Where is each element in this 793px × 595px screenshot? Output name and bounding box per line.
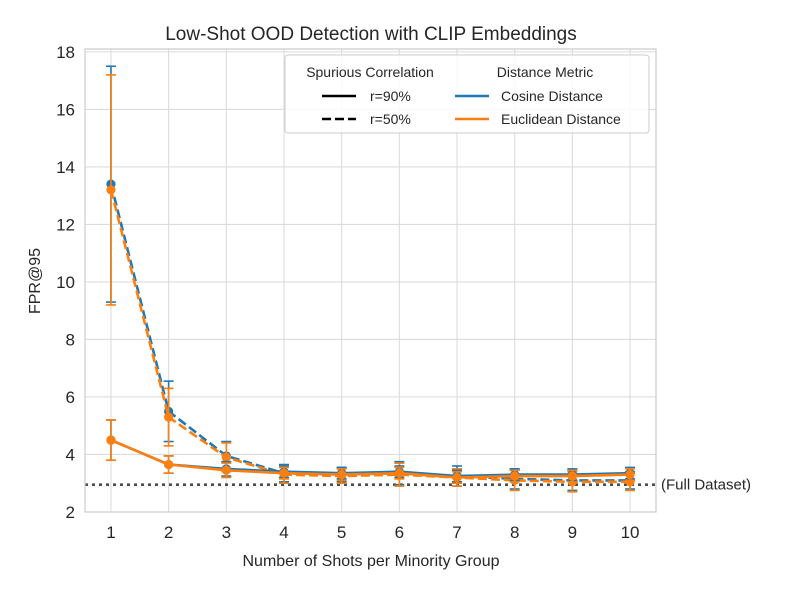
data-point <box>164 459 174 470</box>
y-tick-label: 8 <box>66 330 75 349</box>
y-tick-label: 18 <box>56 43 75 62</box>
x-tick-label: 10 <box>621 523 640 542</box>
legend-correlation-title: Spurious Correlation <box>306 64 434 80</box>
data-point <box>394 468 404 478</box>
data-point <box>279 468 289 478</box>
series-group <box>105 65 636 493</box>
legend-frame <box>284 54 650 134</box>
y-tick-label: 16 <box>56 100 75 119</box>
legend-item-cosine: Cosine Distance <box>501 88 603 104</box>
y-tick-label: 2 <box>66 503 75 522</box>
x-axis-label: Number of Shots per Minority Group <box>243 553 500 570</box>
x-tick-label: 6 <box>395 523 404 542</box>
x-tick-label: 8 <box>510 523 519 542</box>
series-line <box>109 183 630 482</box>
x-tick-label: 7 <box>452 523 461 542</box>
data-point <box>221 452 231 462</box>
legend-metric-title: Distance Metric <box>497 64 593 80</box>
series-euclidean-r90 <box>105 419 636 485</box>
legend-item-r90: r=90% <box>370 88 411 104</box>
x-tick-label: 9 <box>568 523 577 542</box>
legend: Spurious Correlation r=90% r=50% Distanc… <box>284 54 650 134</box>
data-point <box>106 185 116 195</box>
series-line <box>110 438 631 479</box>
data-point <box>106 435 116 445</box>
data-point <box>567 471 577 481</box>
data-point <box>164 412 174 422</box>
x-axis-ticks: 1 2 3 4 5 6 7 8 9 10 <box>106 523 639 542</box>
reference-line-label: (Full Dataset) <box>661 477 751 494</box>
x-tick-label: 3 <box>222 523 231 542</box>
x-tick-label: 1 <box>106 523 115 542</box>
y-tick-label: 12 <box>56 215 75 234</box>
data-point <box>337 470 347 480</box>
data-point <box>625 470 635 480</box>
y-axis-label: FPR@95 <box>27 248 44 314</box>
data-point <box>221 465 231 475</box>
legend-item-euclidean: Euclidean Distance <box>501 111 621 127</box>
y-tick-label: 6 <box>66 388 75 407</box>
x-tick-label: 5 <box>337 523 346 542</box>
chart-title: Low-Shot OOD Detection with CLIP Embeddi… <box>165 24 577 45</box>
x-tick-label: 4 <box>279 523 288 542</box>
y-tick-label: 4 <box>66 445 75 464</box>
series-line <box>109 189 630 484</box>
y-tick-label: 14 <box>56 158 75 177</box>
axes-frame <box>84 48 657 513</box>
legend-item-r50: r=50% <box>370 111 411 127</box>
y-axis-ticks: 2 4 6 8 10 12 14 16 18 <box>56 43 75 522</box>
y-tick-label: 10 <box>56 273 75 292</box>
data-point <box>452 472 462 483</box>
x-tick-label: 2 <box>164 523 173 542</box>
data-point <box>510 471 520 481</box>
